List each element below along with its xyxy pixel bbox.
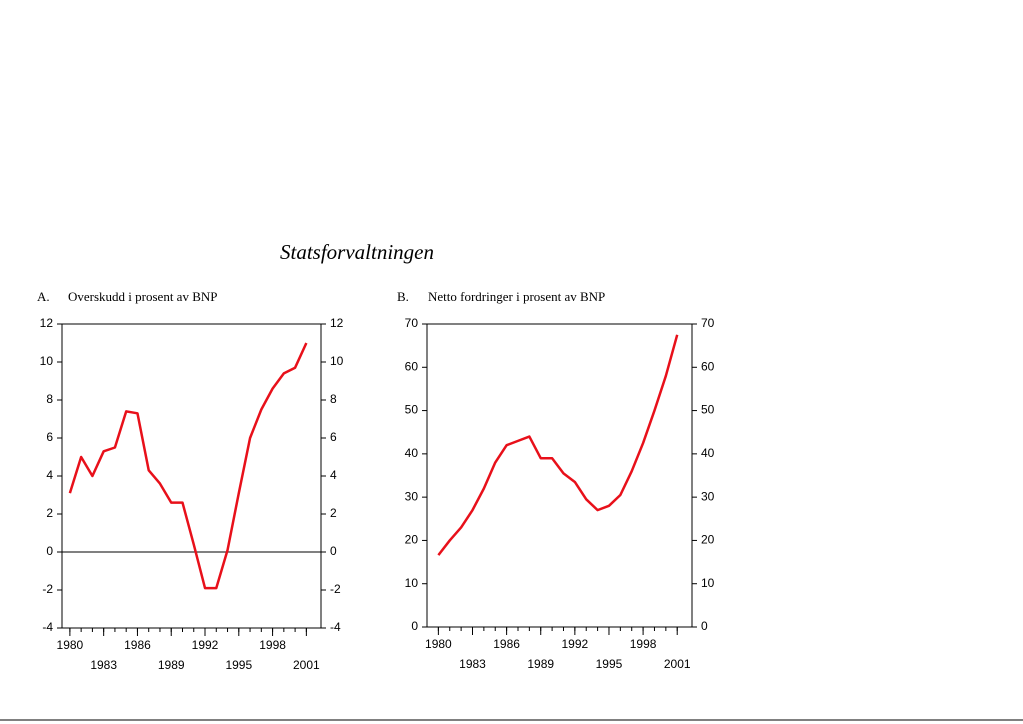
data-line <box>437 334 679 556</box>
x-tick-label: 2001 <box>664 657 691 671</box>
y2-tick-label: 8 <box>330 392 337 406</box>
y-tick-label: 4 <box>46 468 53 482</box>
chart-title: Overskudd i prosent av BNP <box>68 289 218 304</box>
x-tick-label: 1995 <box>596 657 623 671</box>
y-tick-label: -2 <box>42 582 53 596</box>
plot-frame <box>426 323 693 628</box>
y2-tick-label: 2 <box>330 506 337 520</box>
y-tick-label: 2 <box>46 506 53 520</box>
y2-tick-label: 50 <box>701 403 715 417</box>
y-tick-label: 30 <box>405 489 419 503</box>
x-tick-label: 1995 <box>225 658 252 672</box>
y2-tick-label: 4 <box>330 468 337 482</box>
y-tick-label: 6 <box>46 430 53 444</box>
y-tick-label: 10 <box>405 576 419 590</box>
x-tick-label: 1998 <box>630 637 657 651</box>
y2-tick-label: 6 <box>330 430 337 444</box>
y2-tick-label: 0 <box>330 544 337 558</box>
x-tick-label: 1980 <box>425 637 452 651</box>
y2-tick-label: 20 <box>701 533 715 547</box>
y2-tick-label: 40 <box>701 446 715 460</box>
x-tick-label: 1992 <box>192 638 219 652</box>
y2-tick-label: -2 <box>330 582 341 596</box>
y2-tick-label: -4 <box>330 620 341 634</box>
y-tick-label: 12 <box>40 316 54 330</box>
x-tick-label: 1986 <box>493 637 520 651</box>
panel-label: A. <box>37 289 50 304</box>
x-tick-label: 1980 <box>57 638 84 652</box>
data-line <box>68 342 308 590</box>
y-tick-label: 60 <box>405 359 419 373</box>
y2-tick-label: 0 <box>701 619 708 633</box>
x-tick-label: 1983 <box>90 658 117 672</box>
chart-title: Netto fordringer i prosent av BNP <box>428 289 605 304</box>
y-tick-label: 0 <box>46 544 53 558</box>
x-tick-label: 1989 <box>158 658 185 672</box>
y-tick-label: 10 <box>40 354 54 368</box>
y-tick-label: 50 <box>405 403 419 417</box>
x-tick-label: 1992 <box>562 637 589 651</box>
y-tick-label: 20 <box>405 533 419 547</box>
y-tick-label: 70 <box>405 316 419 330</box>
main-title: Statsforvaltningen <box>280 240 434 264</box>
y2-tick-label: 10 <box>330 354 344 368</box>
plot-frame <box>61 323 322 629</box>
x-tick-label: 2001 <box>293 658 320 672</box>
y2-tick-label: 30 <box>701 489 715 503</box>
y-tick-label: 40 <box>405 446 419 460</box>
x-tick-label: 1989 <box>527 657 554 671</box>
y2-tick-label: 12 <box>330 316 344 330</box>
x-tick-label: 1986 <box>124 638 151 652</box>
y-tick-label: 0 <box>411 619 418 633</box>
y-tick-label: 8 <box>46 392 53 406</box>
y2-tick-label: 60 <box>701 359 715 373</box>
y2-tick-label: 70 <box>701 316 715 330</box>
x-tick-label: 1998 <box>259 638 286 652</box>
x-tick-label: 1983 <box>459 657 486 671</box>
y2-tick-label: 10 <box>701 576 715 590</box>
panel-label: B. <box>397 289 409 304</box>
y-tick-label: -4 <box>42 620 53 634</box>
